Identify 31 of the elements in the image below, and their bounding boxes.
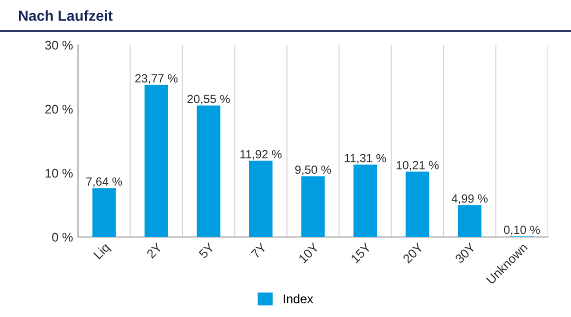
y-tick-label: 30 % — [45, 40, 73, 50]
data-label: 11,31 % — [344, 154, 386, 164]
bar — [301, 176, 325, 237]
bar — [196, 105, 220, 237]
bar — [353, 164, 377, 237]
data-label: 11,92 % — [240, 150, 282, 160]
y-tick-label: 10 % — [46, 168, 73, 178]
y-tick-label: 0 % — [52, 232, 73, 242]
bar — [249, 160, 273, 237]
x-tick-label: 10Y — [298, 242, 320, 264]
bar — [144, 84, 168, 237]
x-tick-label: Liq — [93, 242, 112, 262]
x-tick-label: 30Y — [454, 242, 476, 264]
data-label: 20,55 % — [187, 94, 230, 105]
bar — [458, 205, 482, 237]
x-tick-label: 20Y — [402, 242, 424, 264]
data-label: 0,10 % — [504, 226, 540, 236]
bar — [406, 172, 430, 237]
legend-label: Index — [284, 294, 314, 304]
x-tick-label: 7Y — [250, 242, 267, 259]
data-label: 9,50 % — [295, 166, 331, 176]
data-label: 23,77 % — [135, 74, 178, 84]
x-tick-label: 15Y — [350, 242, 372, 264]
data-label: 7,64 % — [86, 177, 122, 188]
data-label: 4,99 % — [452, 194, 488, 204]
x-tick-label: 5Y — [198, 242, 215, 259]
x-tick-label: 2Y — [146, 242, 163, 259]
chart-title: Nach Laufzeit — [18, 10, 113, 21]
y-tick-label: 20 % — [45, 104, 73, 114]
data-label: 10,21 % — [396, 160, 439, 171]
bar — [92, 188, 116, 237]
